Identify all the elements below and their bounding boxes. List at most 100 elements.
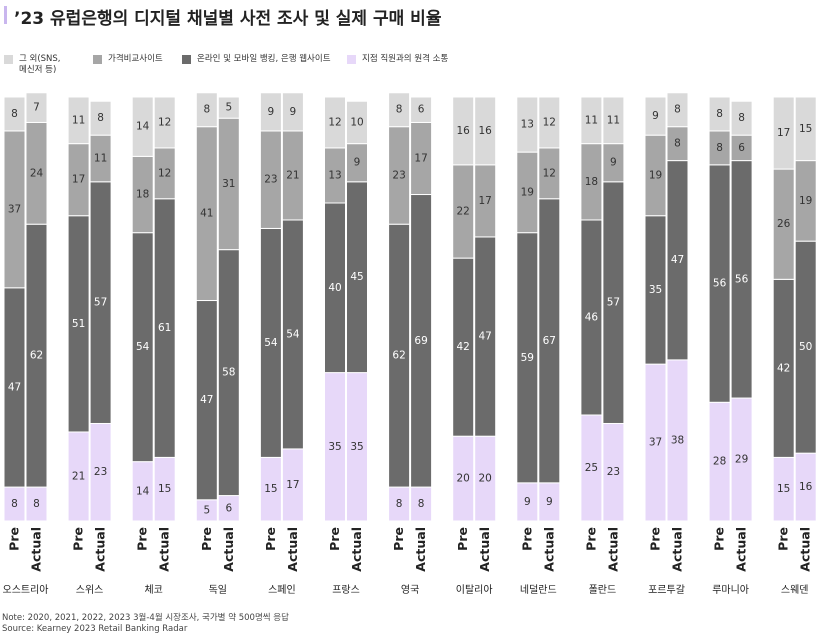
data-label: 54 (286, 328, 300, 340)
bar-segment (708, 96, 731, 132)
bar-label: Actual (349, 527, 364, 572)
data-label: 12 (158, 167, 171, 179)
data-label: 40 (328, 282, 341, 294)
data-label: 8 (11, 498, 18, 510)
data-label: 8 (11, 108, 18, 120)
data-label: 47 (671, 254, 684, 266)
bar-segment (67, 96, 90, 145)
data-label: 42 (457, 341, 470, 353)
bar-segment (346, 100, 368, 145)
data-label: 56 (713, 278, 727, 290)
bar-label: Pre (648, 527, 663, 551)
data-label: 8 (396, 498, 403, 510)
category-label: 체코 (144, 584, 162, 596)
bar-segment (3, 96, 26, 132)
data-label: 12 (328, 116, 341, 128)
country-group: 14 54 18 14 Pre 15 61 12 12 Actual 체코 (131, 96, 176, 596)
data-label: 38 (671, 434, 684, 446)
data-label: 56 (735, 273, 749, 285)
data-label: 15 (777, 483, 790, 495)
data-label: 69 (414, 335, 427, 347)
data-label: 23 (94, 466, 107, 478)
data-label: 37 (8, 203, 21, 215)
data-label: 16 (799, 481, 813, 493)
data-label: 62 (30, 350, 43, 362)
country-group: 15 42 26 17 Pre 16 50 19 15 Actual 스웨덴 (772, 96, 817, 596)
data-label: 15 (264, 483, 277, 495)
data-label: 59 (521, 352, 534, 364)
data-label: 9 (610, 157, 617, 169)
bar-label: Pre (71, 527, 86, 551)
data-label: 5 (203, 504, 210, 516)
legend-label-branch-remote: 지점 직원과의 원격 소통 (362, 54, 449, 64)
country-group: 5 47 41 8 Pre 6 58 31 5 Actual 독일 (195, 92, 240, 596)
bar-label: Pre (519, 527, 534, 551)
country-group: 21 51 17 11 Pre 23 57 11 8 Actual 스위스 (67, 96, 112, 596)
data-label: 8 (738, 112, 745, 124)
data-label: 17 (777, 127, 790, 139)
bar-segment (259, 92, 282, 132)
bar-segment (538, 96, 561, 149)
legend: 그 외(SNS, 메신저 등) 가격비교사이트 온라인 및 모바일 뱅킹, 은행… (4, 54, 824, 84)
data-label: 67 (543, 335, 556, 347)
bar-label: Pre (7, 527, 22, 551)
data-label: 19 (521, 186, 534, 198)
bar-segment (89, 100, 112, 136)
bar-label: Actual (413, 527, 428, 572)
country-group: 8 47 37 8 Pre 8 62 24 7 Actual 오스트리아 (3, 92, 49, 596)
data-label: 35 (350, 441, 363, 453)
data-label: 11 (607, 114, 620, 126)
data-label: 6 (225, 502, 232, 514)
data-label: 29 (735, 454, 748, 466)
chart-note: Note: 2020, 2021, 2022, 2023 3월-4월 시장조사,… (2, 613, 289, 623)
data-label: 8 (716, 142, 723, 154)
data-label: 18 (585, 176, 598, 188)
data-label: 6 (418, 104, 425, 116)
data-label: 19 (799, 195, 812, 207)
data-label: 57 (94, 297, 107, 309)
bar-label: Actual (734, 527, 749, 572)
bar-segment (794, 96, 817, 162)
data-label: 35 (328, 441, 341, 453)
bar-segment (131, 96, 154, 157)
data-label: 23 (392, 169, 405, 181)
legend-swatch-price-comparison (93, 55, 102, 64)
bar-label: Actual (477, 527, 492, 572)
country-group: 15 54 23 9 Pre 17 54 21 9 Actual 스페인 (259, 92, 304, 596)
bar-label: Pre (776, 527, 791, 551)
data-label: 22 (457, 205, 470, 217)
country-group: 28 56 8 8 Pre 29 56 6 8 Actual 루마니아 (708, 96, 753, 596)
category-label: 네덜란드 (520, 584, 557, 596)
data-label: 8 (674, 104, 681, 116)
data-label: 25 (585, 462, 598, 474)
bar-label: Actual (93, 527, 108, 572)
data-label: 35 (649, 284, 662, 296)
bar-label: Pre (583, 527, 598, 551)
data-label: 17 (286, 479, 299, 491)
data-label: 54 (136, 341, 150, 353)
data-label: 11 (94, 152, 107, 164)
category-label: 루마니아 (712, 584, 749, 596)
data-label: 12 (543, 116, 556, 128)
data-label: 9 (268, 106, 275, 118)
data-label: 46 (585, 311, 599, 323)
data-label: 62 (392, 350, 405, 362)
bar-label: Actual (29, 527, 44, 572)
data-label: 16 (457, 125, 471, 137)
bar-label: Actual (670, 527, 685, 572)
data-label: 20 (479, 473, 492, 485)
bar-label: Actual (157, 527, 172, 572)
data-label: 21 (286, 169, 299, 181)
data-label: 57 (607, 297, 620, 309)
country-group: 35 40 13 12 Pre 35 45 9 10 Actual 프랑스 (324, 96, 368, 596)
data-label: 31 (222, 178, 235, 190)
data-label: 37 (649, 437, 662, 449)
category-label: 스페인 (268, 584, 296, 596)
bar-segment (666, 92, 689, 128)
data-label: 58 (222, 367, 235, 379)
data-label: 8 (418, 498, 425, 510)
legend-item-price-comparison: 가격비교사이트 (93, 54, 163, 65)
bar-segment (580, 96, 603, 145)
legend-swatch-branch-remote (347, 55, 356, 64)
data-label: 5 (225, 102, 232, 114)
